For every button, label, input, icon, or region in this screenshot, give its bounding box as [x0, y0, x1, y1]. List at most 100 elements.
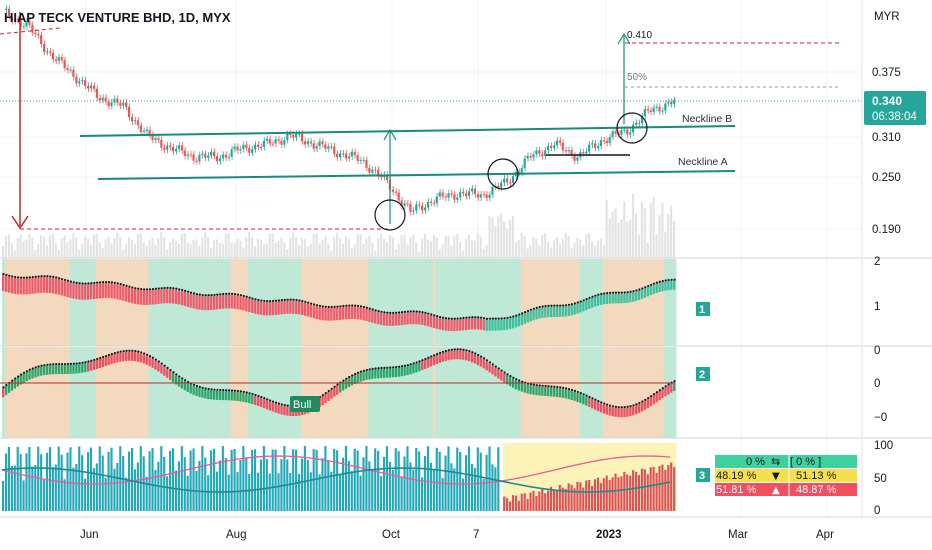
- ind2-bar: [382, 368, 386, 378]
- pane-stripe: [81, 347, 85, 438]
- table-cell: 51.13 %: [796, 470, 837, 482]
- ind2-dot: [69, 362, 72, 366]
- ind1-bar: [634, 291, 638, 301]
- ind3-bar: [98, 446, 101, 511]
- pane-stripe: [453, 347, 457, 438]
- ind1-dot: [585, 298, 588, 301]
- ind2-bar: [503, 373, 506, 383]
- ind1-bar: [637, 290, 641, 300]
- ind3-bar: [646, 474, 649, 511]
- candle-body: [637, 122, 641, 124]
- ind2-bar: [330, 389, 333, 399]
- pane-stripe: [640, 347, 645, 438]
- candle-body: [608, 137, 611, 144]
- pane-stripe: [385, 347, 390, 438]
- volume-bar: [113, 238, 116, 258]
- volume-bar: [95, 233, 98, 258]
- ind1-dot: [468, 316, 471, 319]
- candle-body: [582, 152, 585, 154]
- volume-bar: [130, 239, 134, 258]
- pane-stripe: [69, 347, 73, 438]
- ind1-dot: [260, 299, 263, 302]
- ind1-bar: [353, 306, 356, 320]
- time-tick: Mar: [728, 529, 748, 541]
- ind2-dot: [623, 406, 626, 409]
- pane-stripe: [339, 259, 343, 346]
- pane-stripe: [435, 347, 440, 438]
- ind1-dot: [90, 282, 93, 285]
- ind3-bar: [362, 457, 365, 511]
- pane-stripe: [508, 347, 513, 438]
- pane-stripe: [22, 443, 26, 511]
- ind2-bar: [412, 364, 415, 374]
- ind1-dot: [119, 283, 122, 286]
- pane-stripe: [450, 259, 454, 346]
- ind1-dot: [69, 280, 72, 283]
- ind2-bar: [63, 365, 66, 375]
- ind1-bar: [623, 293, 626, 304]
- ind1-bar: [567, 305, 570, 317]
- ind1-bar: [271, 302, 274, 316]
- pane-stripe: [16, 347, 20, 438]
- ind3-bar: [86, 452, 90, 511]
- ind2-bar: [256, 396, 260, 406]
- volume-bar: [31, 237, 34, 258]
- ind1-bar: [403, 312, 406, 325]
- pane-stripe: [374, 347, 378, 438]
- price-pane: [0, 0, 862, 258]
- ind1-bar: [245, 297, 248, 312]
- ind3-bar: [207, 475, 210, 511]
- ind1-bar: [274, 301, 277, 315]
- bull-tag-text: Bull: [293, 399, 311, 411]
- ind2-bar: [579, 394, 582, 404]
- ind1-dot: [655, 281, 659, 284]
- pane-stripe: [113, 259, 117, 346]
- pane-stripe: [491, 259, 495, 346]
- pane-stripe: [25, 259, 29, 346]
- ind2-dot: [400, 365, 404, 368]
- pane-stripe: [10, 347, 15, 438]
- ind2-bar: [283, 406, 286, 416]
- ind1-bar: [441, 318, 444, 331]
- candle-body: [643, 109, 646, 117]
- ind2-dot: [271, 400, 275, 403]
- candle-body: [567, 149, 570, 152]
- pane-stripe: [506, 259, 510, 346]
- ind1-bar: [327, 307, 330, 321]
- candle-body: [341, 153, 345, 155]
- volume-bar: [295, 237, 298, 258]
- ind2-dot: [494, 365, 497, 368]
- volume-bar: [233, 242, 236, 258]
- ind2-dot: [151, 356, 155, 359]
- ind2-dot: [181, 377, 184, 380]
- volume-bar: [37, 243, 40, 258]
- ind1-bar: [262, 301, 266, 316]
- candle-body: [523, 158, 526, 169]
- candle-body: [336, 153, 339, 158]
- candle-body: [72, 69, 75, 77]
- ind2-dot: [192, 383, 196, 386]
- ind3-bar: [544, 493, 547, 511]
- ind2-bar: [532, 385, 535, 395]
- candle-body: [353, 151, 356, 156]
- ind2-bar: [186, 382, 189, 392]
- ind2-dot: [392, 366, 395, 369]
- pane-stripe: [643, 259, 648, 346]
- candle-body: [549, 145, 553, 148]
- candle-body: [274, 139, 277, 144]
- volume-bar: [573, 243, 576, 258]
- pane-stripe: [423, 259, 428, 346]
- pane-stripe: [441, 347, 445, 438]
- ind2-bar: [157, 362, 160, 372]
- volume-bar: [473, 240, 476, 258]
- candle-body: [198, 154, 201, 162]
- ind3-bar: [25, 453, 28, 511]
- pane-stripe: [570, 259, 574, 346]
- ind2-bar: [321, 396, 324, 406]
- ind1-bar: [535, 308, 538, 320]
- candle-body: [356, 155, 359, 162]
- ind3-bar: [315, 449, 318, 511]
- candle-body: [125, 102, 128, 107]
- volume-bar: [538, 245, 541, 258]
- ind2-dot: [480, 355, 483, 358]
